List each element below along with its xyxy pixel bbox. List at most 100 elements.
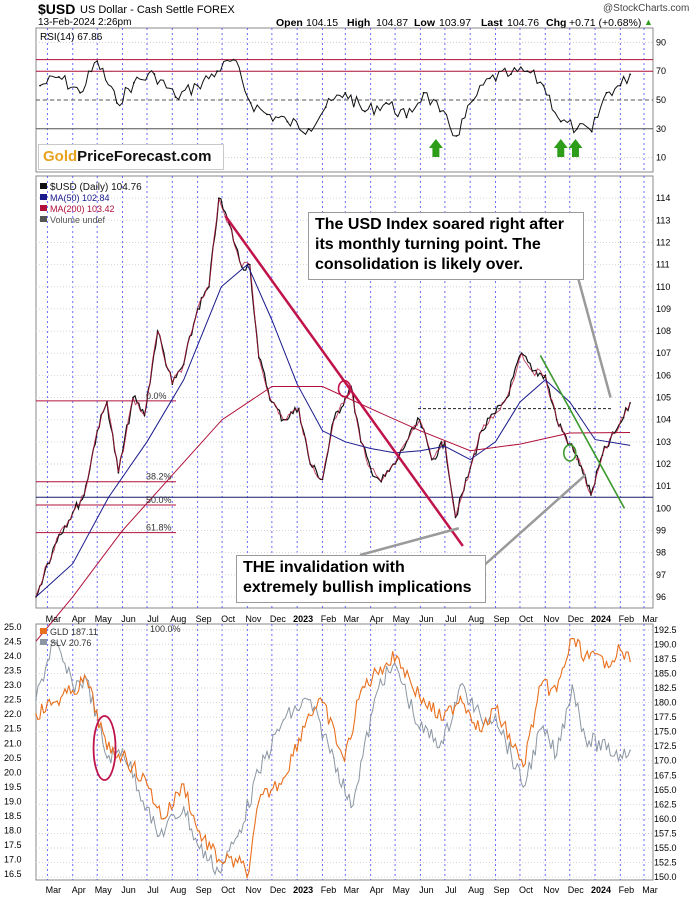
usd-x-tick-label: Sep — [196, 614, 212, 624]
usd-x-tick-label: Jul — [147, 614, 159, 624]
rsi-point — [619, 84, 622, 87]
usd-price-point — [360, 441, 362, 443]
slv-axis-label: 19.5 — [4, 782, 22, 792]
metals-x-tick-label: Feb — [619, 885, 635, 895]
rsi-axis-label: 50 — [656, 95, 666, 105]
gld-point — [218, 858, 220, 861]
metals-x-tick-label: Sep — [196, 885, 212, 895]
slv-point — [71, 684, 74, 686]
usd-legend-swatch — [40, 216, 47, 222]
metals-x-tick-label: Apr — [72, 885, 86, 895]
rsi-point — [455, 135, 458, 137]
usd-price-point — [297, 407, 300, 410]
slv-point — [218, 870, 220, 873]
usd-price-point — [58, 534, 60, 536]
usd-legend-item: MA(50) 102.84 — [50, 193, 110, 203]
metals-x-tick-label: Jun — [121, 885, 136, 895]
metals-x-tick-label: Jul — [147, 885, 159, 895]
usd-x-tick-label: 2023 — [293, 614, 313, 624]
usd-legend-item: MA(200) 103.42 — [50, 204, 115, 214]
usd-x-tick-label: Jun — [419, 614, 434, 624]
metals-x-tick-label: Oct — [519, 885, 534, 895]
slv-point — [282, 719, 285, 721]
usd-price-point — [309, 463, 312, 465]
buy-signal-arrow-icon — [428, 139, 443, 157]
usd-axis-label: 100 — [656, 503, 671, 513]
usd-axis-label: 98 — [656, 548, 666, 558]
usd-axis-label: 109 — [656, 304, 671, 314]
slv-axis-label: 18.0 — [4, 826, 22, 836]
usd-price-point — [321, 478, 324, 481]
metals-x-tick-label: Mar — [642, 885, 658, 895]
usd-price-point — [208, 285, 210, 288]
usd-price-point — [369, 467, 372, 470]
gld-point — [343, 759, 346, 762]
green-downtrend-line — [539, 355, 626, 509]
usd-x-tick-label: May — [393, 614, 411, 624]
slv-point — [522, 786, 525, 788]
chart-instrument-name: US Dollar - Cash Settle FOREX — [80, 4, 235, 16]
annotation-pointer-right — [471, 474, 587, 577]
slv-point — [236, 835, 239, 838]
usd-price-point — [601, 454, 604, 456]
rsi-point — [232, 58, 235, 61]
gld-point — [196, 829, 199, 832]
slv-point — [196, 844, 199, 846]
gld-point — [459, 695, 462, 698]
slv-axis-label: 20.0 — [4, 767, 22, 777]
gld-axis-label: 157.5 — [654, 828, 677, 838]
metals-x-tick-label: Jun — [419, 885, 434, 895]
usd-axis-label: 103 — [656, 437, 671, 447]
slv-point — [395, 666, 398, 669]
rsi-point — [629, 73, 632, 76]
slv-point — [35, 698, 37, 701]
usd-price-point — [156, 330, 159, 332]
gld-point — [106, 748, 108, 750]
gld-axis-label: 150.0 — [654, 872, 677, 882]
usd-axis-label: 102 — [656, 459, 671, 469]
rsi-point — [216, 70, 219, 73]
metals-fib-label: 100.0% — [150, 624, 181, 634]
quote-chg-value: +0.71 (+0.68%) — [569, 17, 642, 29]
usd-price-point — [444, 441, 446, 443]
usd-price-point — [431, 458, 433, 461]
usd-axis-label: 106 — [656, 370, 671, 380]
gld-axis-label: 192.5 — [654, 625, 677, 635]
gld-point — [162, 818, 165, 820]
annotation-turning-point: The USD Index soared right after its mon… — [308, 212, 584, 280]
rsi-axis-label: 70 — [656, 66, 666, 76]
usd-axis-label: 110 — [656, 282, 670, 292]
gld-axis-label: 162.5 — [654, 799, 677, 809]
quote-last-value: 104.76 — [507, 17, 540, 29]
usd-axis-label: 97 — [656, 570, 666, 580]
usd-price-point — [83, 494, 85, 496]
slv-point — [307, 698, 310, 701]
metals-x-tick-label: May — [95, 885, 113, 895]
usd-x-tick-label: May — [95, 614, 113, 624]
gld-point — [442, 719, 445, 721]
metals-x-tick-label: Apr — [370, 885, 384, 895]
rsi-point — [266, 113, 268, 116]
quote-low-value: 103.97 — [439, 17, 472, 29]
slv-point — [584, 736, 587, 739]
usd-legend-item: Volume undef — [50, 215, 106, 225]
usd-price-point — [46, 562, 49, 565]
rsi-point — [526, 70, 529, 73]
slv-point — [258, 771, 260, 774]
rsi-axis-label: 10 — [656, 153, 666, 163]
gld-point — [522, 765, 525, 768]
metals-x-tick-label: Mar — [46, 885, 62, 895]
rsi-point — [605, 91, 608, 94]
gld-point — [52, 701, 54, 704]
rsi-point — [153, 73, 156, 75]
slv-axis-label: 19.0 — [4, 796, 22, 806]
usd-x-tick-label: Sep — [493, 614, 509, 624]
usd-x-tick-label: 2024 — [591, 614, 611, 624]
usd-price-point — [380, 480, 383, 483]
gld-point — [121, 754, 124, 756]
usd-price-point — [117, 472, 120, 474]
slv-point — [605, 748, 608, 750]
slv-axis-label: 23.5 — [4, 666, 22, 676]
slv-point — [121, 748, 124, 750]
